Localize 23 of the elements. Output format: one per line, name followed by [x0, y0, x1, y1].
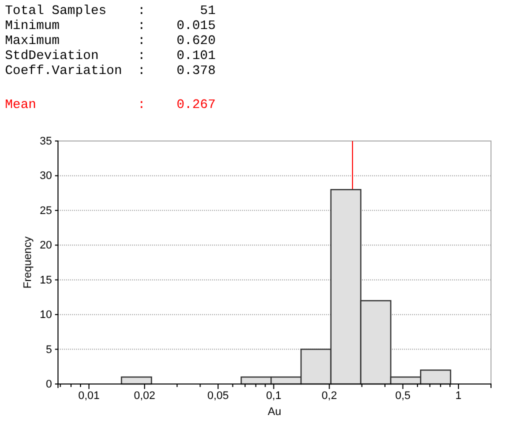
- text: Total Samples : 51: [5, 3, 216, 18]
- x-tick-label: 0,1: [266, 390, 282, 402]
- y-tick-label: 10: [40, 309, 52, 322]
- y-tick-label: 0: [46, 378, 52, 391]
- text: Coeff.Variation : 0.378: [5, 63, 216, 78]
- text: StdDeviation : 0.101: [5, 48, 216, 63]
- y-tick-label: 15: [40, 274, 52, 286]
- x-tick-label: 0,05: [207, 390, 229, 402]
- x-tick-label: 0,01: [78, 390, 100, 402]
- y-axis-title: Frequency: [22, 236, 34, 288]
- ref-line-label: Mean : 0.267: [5, 97, 216, 112]
- x-tick-label: 0,2: [322, 390, 337, 402]
- y-tick-label: 35: [40, 136, 52, 148]
- y-tick-label: 5: [46, 344, 52, 356]
- x-tick-label: 0,02: [134, 390, 156, 402]
- text: Maximum : 0.620: [5, 33, 216, 48]
- text: Minimum : 0.015: [5, 18, 216, 33]
- x-axis-title: Au: [268, 406, 282, 418]
- y-tick-label: 30: [40, 170, 52, 182]
- y-tick-label: 20: [40, 240, 52, 252]
- y-tick-label: 25: [40, 204, 52, 217]
- x-tick-label: 0,5: [395, 390, 410, 402]
- x-tick-label: 1: [455, 390, 462, 402]
